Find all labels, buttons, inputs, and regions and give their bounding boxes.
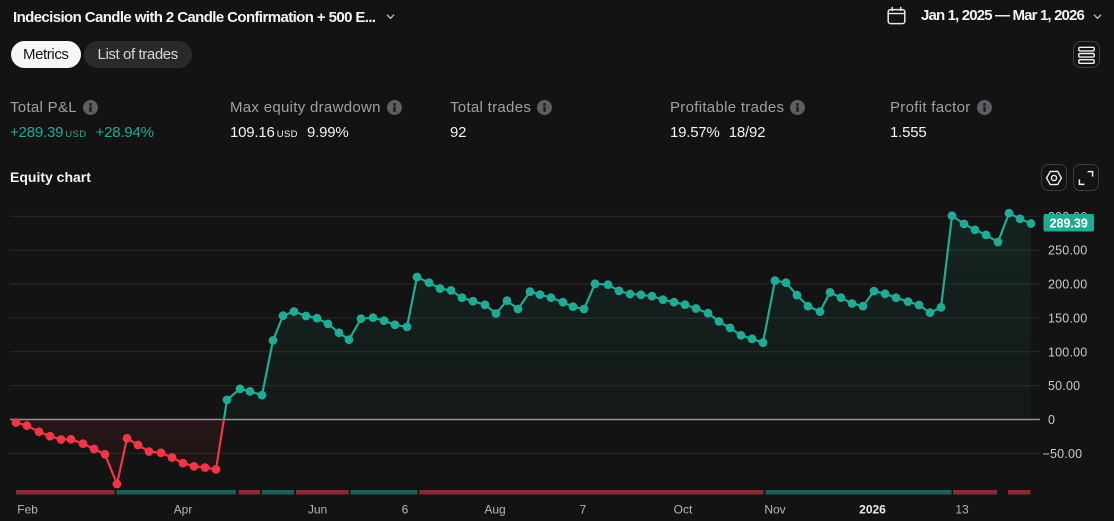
svg-text:50.00: 50.00 — [1048, 379, 1080, 393]
svg-text:200.00: 200.00 — [1048, 278, 1087, 292]
svg-text:100.00: 100.00 — [1048, 345, 1087, 359]
svg-text:Oct: Oct — [674, 503, 693, 517]
svg-text:150.00: 150.00 — [1048, 312, 1087, 326]
svg-text:13: 13 — [955, 503, 969, 517]
svg-text:0: 0 — [1048, 413, 1055, 427]
svg-text:Apr: Apr — [174, 503, 193, 517]
svg-text:289.39: 289.39 — [1050, 217, 1088, 231]
svg-text:Feb: Feb — [17, 503, 38, 517]
svg-text:6: 6 — [402, 503, 409, 517]
svg-text:250.00: 250.00 — [1048, 244, 1087, 258]
svg-text:Aug: Aug — [484, 503, 505, 517]
svg-text:7: 7 — [580, 503, 587, 517]
svg-text:−50.00: −50.00 — [1043, 447, 1083, 461]
svg-text:Nov: Nov — [764, 503, 785, 517]
svg-text:2026: 2026 — [859, 503, 886, 517]
svg-text:Jun: Jun — [308, 503, 327, 517]
